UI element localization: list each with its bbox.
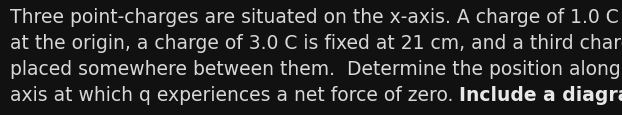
Text: Three point-charges are situated on the x-axis. A charge of 1.0 C is fixed: Three point-charges are situated on the … <box>10 8 622 27</box>
Text: Include a diagram.: Include a diagram. <box>460 85 622 104</box>
Text: at the origin, a charge of 3.0 C is fixed at 21 cm, and a third charge, q, is: at the origin, a charge of 3.0 C is fixe… <box>10 34 622 53</box>
Text: axis at which q experiences a net force of zero.: axis at which q experiences a net force … <box>10 85 460 104</box>
Text: placed somewhere between them.  Determine the position along the x-: placed somewhere between them. Determine… <box>10 59 622 78</box>
